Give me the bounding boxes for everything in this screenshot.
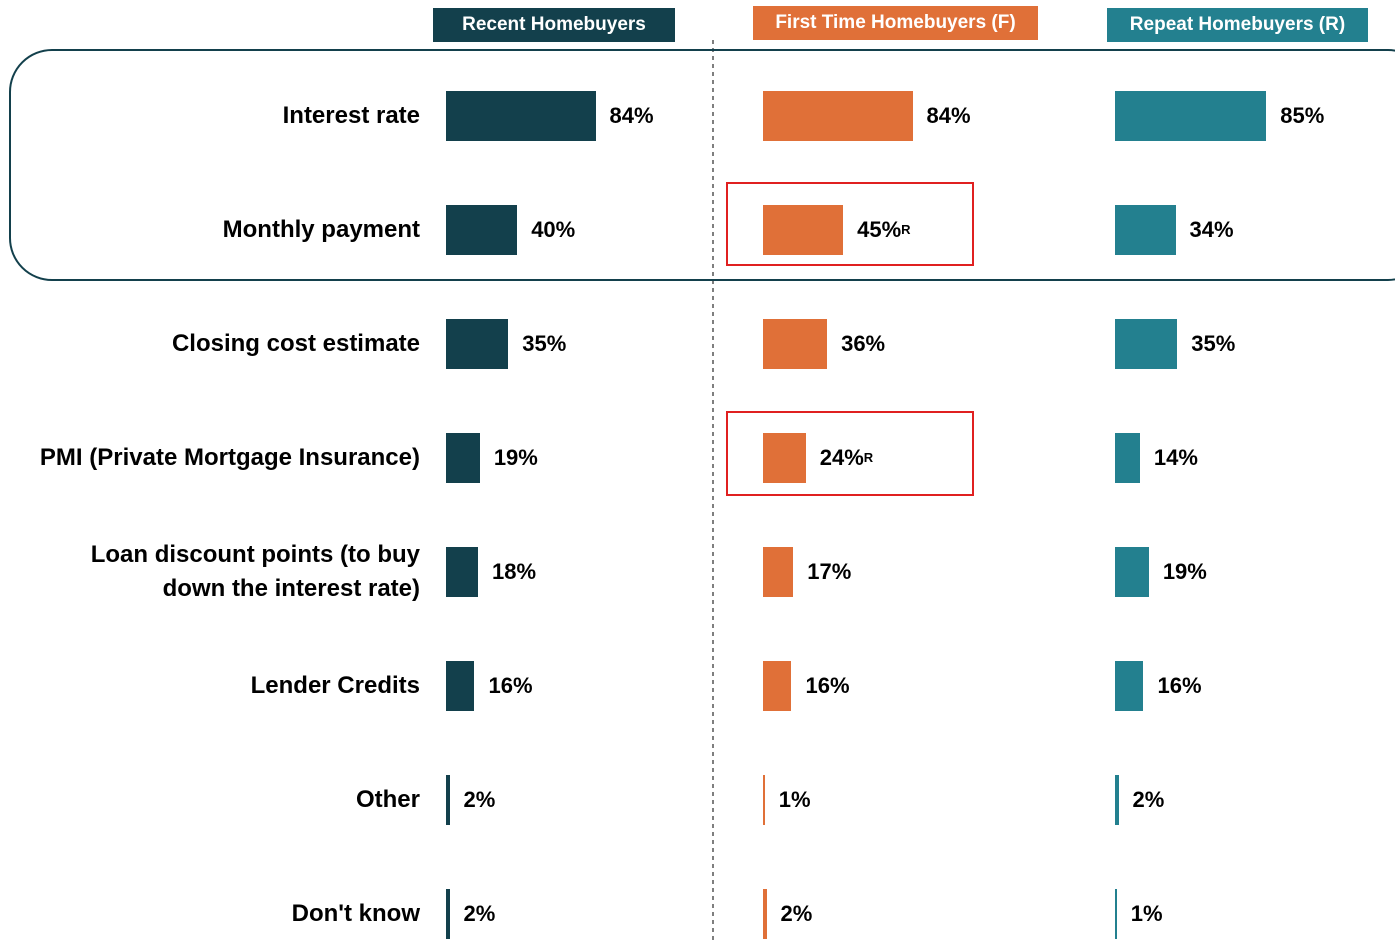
bar: [1115, 889, 1117, 939]
significance-marker: R: [863, 450, 874, 465]
value-text: 84%: [609, 103, 654, 128]
bar: [763, 91, 913, 141]
bar: [1115, 547, 1149, 597]
value-label: 19%: [494, 445, 538, 471]
value-label: 19%: [1163, 559, 1207, 585]
bar: [1115, 319, 1178, 369]
value-label: 45%R: [857, 217, 910, 243]
category-label: Interest rate: [282, 102, 420, 129]
value-text: 34%: [1189, 217, 1234, 242]
bar: [763, 547, 794, 597]
value-text: 19%: [1162, 559, 1207, 584]
series-header: Repeat Homebuyers (R): [1107, 8, 1368, 42]
value-label: 84%: [927, 103, 971, 129]
bar: [763, 661, 792, 711]
value-text: 16%: [488, 673, 533, 698]
bar: [1115, 205, 1176, 255]
category-label: Don't know: [291, 900, 420, 927]
value-label: 34%: [1190, 217, 1234, 243]
value-text: 19%: [493, 445, 538, 470]
bar: [446, 547, 479, 597]
bar: [446, 889, 450, 939]
bar: [446, 775, 450, 825]
value-text: 16%: [1157, 673, 1202, 698]
value-text: 84%: [926, 103, 971, 128]
value-label: 16%: [805, 673, 849, 699]
bar: [1115, 661, 1144, 711]
bar: [446, 205, 518, 255]
bar: [446, 91, 596, 141]
bar: [446, 319, 509, 369]
value-label: 84%: [610, 103, 654, 129]
value-label: 16%: [1157, 673, 1201, 699]
value-text: 2%: [463, 901, 496, 926]
bar: [763, 775, 765, 825]
value-text: 2%: [1132, 787, 1165, 812]
value-text: 35%: [1191, 331, 1236, 356]
category-label: Loan discount points (to buy down the in…: [90, 541, 420, 602]
value-label: 40%: [531, 217, 575, 243]
value-text: 16%: [805, 673, 850, 698]
significance-marker: R: [901, 222, 911, 237]
value-label: 2%: [781, 901, 813, 927]
bar: [763, 889, 767, 939]
significance-box: [726, 411, 974, 496]
value-label: 14%: [1154, 445, 1198, 471]
value-text: 2%: [780, 901, 813, 926]
category-label: PMI (Private Mortgage Insurance): [39, 444, 420, 471]
category-label: Closing cost estimate: [171, 330, 420, 357]
value-text: 45%: [857, 217, 902, 242]
value-text: 36%: [841, 331, 886, 356]
value-label: 16%: [488, 673, 532, 699]
value-text: 1%: [778, 787, 811, 812]
bar: [1115, 775, 1119, 825]
value-label: 24%R: [820, 445, 873, 471]
value-label: 35%: [1191, 331, 1235, 357]
value-text: 24%: [819, 445, 864, 470]
value-label: 17%: [807, 559, 851, 585]
value-text: 2%: [463, 787, 496, 812]
highlight-group: [9, 49, 1395, 281]
value-label: 2%: [1133, 787, 1165, 813]
value-text: 17%: [807, 559, 852, 584]
bar: [1115, 91, 1267, 141]
category-label: Other: [355, 786, 420, 813]
value-label: 35%: [522, 331, 566, 357]
bar: [763, 319, 828, 369]
bar: [763, 433, 806, 483]
category-label: Monthly payment: [222, 216, 420, 243]
value-label: 2%: [464, 787, 496, 813]
value-label: 36%: [841, 331, 885, 357]
series-header: Recent Homebuyers: [433, 8, 675, 42]
value-text: 40%: [531, 217, 576, 242]
bar: [446, 661, 475, 711]
value-label: 85%: [1280, 103, 1324, 129]
value-text: 35%: [522, 331, 567, 356]
value-label: 1%: [1131, 901, 1163, 927]
value-text: 85%: [1280, 103, 1325, 128]
value-text: 14%: [1153, 445, 1198, 470]
value-label: 2%: [464, 901, 496, 927]
value-label: 18%: [492, 559, 536, 585]
series-header: First Time Homebuyers (F): [753, 6, 1038, 40]
value-label: 1%: [779, 787, 811, 813]
significance-box: [726, 182, 974, 266]
bar: [763, 205, 844, 255]
value-text: 18%: [492, 559, 537, 584]
bar: [1115, 433, 1140, 483]
bar: [446, 433, 480, 483]
category-label: Lender Credits: [250, 672, 420, 699]
value-text: 1%: [1130, 901, 1163, 926]
